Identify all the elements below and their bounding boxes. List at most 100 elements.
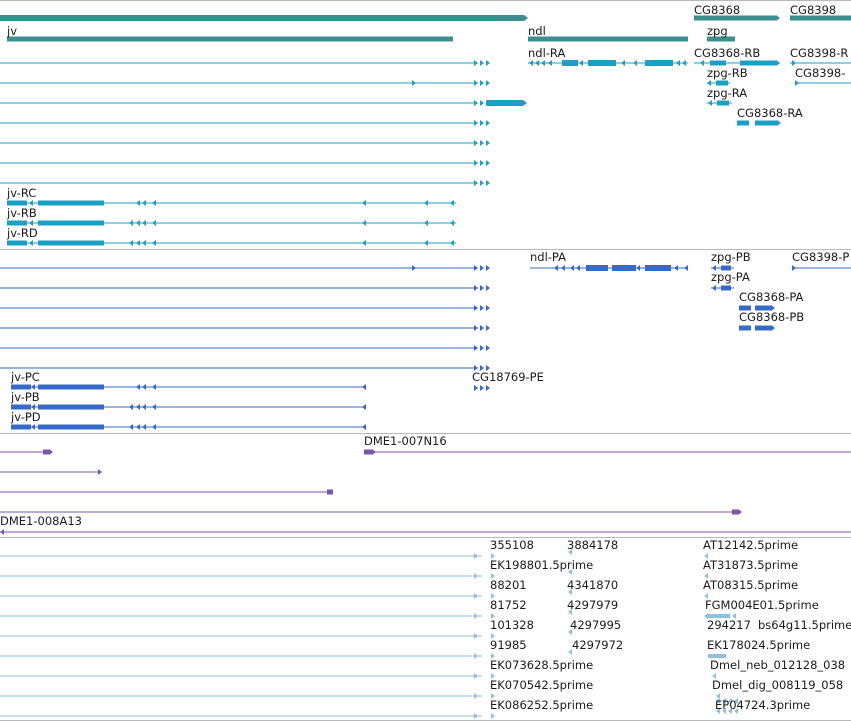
est-label[interactable]: EK198801.5prime: [490, 558, 594, 572]
est-label[interactable]: AT31873.5prime: [703, 558, 799, 572]
protein-label-ndl-pa[interactable]: ndl-PA: [530, 250, 566, 264]
strand-arrow: [722, 708, 726, 714]
est-label[interactable]: 88201: [490, 578, 527, 592]
strand-arrow: [152, 384, 156, 390]
transcript-label-cg8368-ra[interactable]: CG8368-RA: [737, 106, 803, 120]
protein-label-cg18769-pe[interactable]: CG18769-PE: [472, 370, 544, 384]
est-label[interactable]: AT08315.5prime: [703, 578, 799, 592]
est-label[interactable]: Dmel_dig_008119_058: [712, 678, 844, 692]
est-label[interactable]: AT12142.5prime: [703, 538, 799, 552]
est-label[interactable]: 81752: [490, 598, 527, 612]
exon-block: [645, 60, 673, 66]
strand-arrow: [633, 60, 637, 66]
strand-arrow: [486, 100, 490, 106]
gene-label-jv[interactable]: jv: [7, 24, 18, 38]
clone-label-dme1-007n16[interactable]: DME1-007N16: [364, 434, 447, 448]
strand-arrow: [0, 529, 4, 535]
est-label[interactable]: 4297995: [570, 618, 622, 632]
strand-arrow: [480, 80, 484, 86]
transcript-label-jv-rc[interactable]: jv-RC: [7, 186, 37, 200]
strand-arrow: [712, 673, 716, 679]
est-label[interactable]: Dmel_neb_012128_038: [710, 658, 846, 672]
exon-block: [708, 614, 728, 618]
strand-arrow: [480, 385, 484, 391]
exon-block: [364, 449, 372, 455]
exon-block: [38, 220, 44, 226]
transcript-label-cg8398-2[interactable]: CG8398-: [795, 66, 846, 80]
strand-arrow: [674, 265, 678, 271]
exon-block: [38, 240, 44, 246]
clone-label-dme1-008a13[interactable]: DME1-008A13: [0, 514, 82, 528]
est-label[interactable]: EK086252.5prime: [490, 698, 594, 712]
strand-arrow: [31, 384, 35, 390]
exon-block: [717, 100, 729, 106]
est-label[interactable]: 4297979: [567, 598, 619, 612]
gene-label-cg8368[interactable]: CG8368: [694, 3, 741, 17]
strand-arrow: [152, 404, 156, 410]
strand-arrow: [29, 220, 33, 226]
strand-arrow: [474, 673, 478, 679]
est-label[interactable]: EP04724.3prime: [715, 698, 811, 712]
protein-label-jv-pd[interactable]: jv-PD: [11, 410, 41, 424]
est-label[interactable]: 4297972: [572, 638, 624, 652]
exon-block: [38, 200, 44, 206]
exon-block: [44, 404, 104, 410]
est-label[interactable]: EK178024.5prime: [707, 638, 811, 652]
est-label[interactable]: 101328: [490, 618, 534, 632]
exon-block: [562, 60, 578, 66]
strand-arrow: [480, 100, 484, 106]
transcript-label-cg8398-r[interactable]: CG8398-R: [790, 46, 849, 60]
protein-label-cg8368-pa[interactable]: CG8368-PA: [739, 290, 804, 304]
strand-arrow: [412, 80, 416, 86]
est-label[interactable]: 294217: [707, 618, 751, 632]
est-label[interactable]: EK070542.5prime: [490, 678, 594, 692]
strand-arrow: [776, 15, 780, 21]
est-label[interactable]: bs64g11.5prime: [758, 618, 851, 632]
strand-arrow: [712, 265, 716, 271]
strand-arrow: [486, 80, 490, 86]
strand-arrow: [474, 160, 478, 166]
gene-label-zpg[interactable]: zpg: [707, 24, 728, 38]
strand-arrow: [450, 220, 454, 226]
exon-block: [612, 265, 636, 271]
gene-label-cg8398[interactable]: CG8398: [790, 3, 837, 17]
strand-arrow: [684, 265, 688, 271]
strand-arrow: [716, 708, 720, 714]
exon-block: [43, 449, 49, 455]
strand-arrow: [142, 240, 146, 246]
est-label[interactable]: 3884178: [567, 538, 619, 552]
gene-bar: [694, 15, 776, 21]
protein-label-jv-pc[interactable]: jv-PC: [11, 370, 40, 384]
strand-arrow: [491, 553, 495, 559]
strand-arrow: [523, 100, 527, 106]
est-label[interactable]: 91985: [490, 638, 527, 652]
protein-label-cg8398-p[interactable]: CG8398-P: [792, 250, 850, 264]
protein-label-jv-pb[interactable]: jv-PB: [11, 390, 40, 404]
strand-arrow: [728, 708, 732, 714]
exon-block: [588, 60, 616, 66]
strand-arrow: [480, 325, 484, 331]
strand-arrow: [129, 404, 133, 410]
transcript-label-jv-rd[interactable]: jv-RD: [7, 226, 38, 240]
transcript-label-zpg-rb[interactable]: zpg-RB: [707, 66, 748, 80]
strand-arrow: [491, 573, 495, 579]
est-label[interactable]: EK073628.5prime: [490, 658, 594, 672]
strand-arrow: [142, 220, 146, 226]
est-label[interactable]: 355108: [490, 538, 534, 552]
protein-label-zpg-pa[interactable]: zpg-PA: [711, 270, 750, 284]
est-label[interactable]: 4341870: [567, 578, 619, 592]
strand-arrow: [474, 120, 478, 126]
strand-arrow: [152, 220, 156, 226]
transcript-label-ndl-ra[interactable]: ndl-RA: [528, 46, 566, 60]
strand-arrow: [450, 240, 454, 246]
transcript-label-zpg-ra[interactable]: zpg-RA: [707, 86, 748, 100]
strand-arrow: [136, 384, 140, 390]
gene-label-ndl[interactable]: ndl: [528, 24, 546, 38]
protein-label-cg8368-pb[interactable]: CG8368-PB: [739, 310, 805, 324]
est-label[interactable]: FGM004E01.5prime: [705, 598, 819, 612]
strand-arrow: [480, 345, 484, 351]
transcript-label-cg8368-rb[interactable]: CG8368-RB: [694, 46, 761, 60]
protein-label-zpg-pb[interactable]: zpg-PB: [711, 250, 751, 264]
transcript-label-jv-rb[interactable]: jv-RB: [7, 206, 37, 220]
strand-arrow: [424, 200, 428, 206]
